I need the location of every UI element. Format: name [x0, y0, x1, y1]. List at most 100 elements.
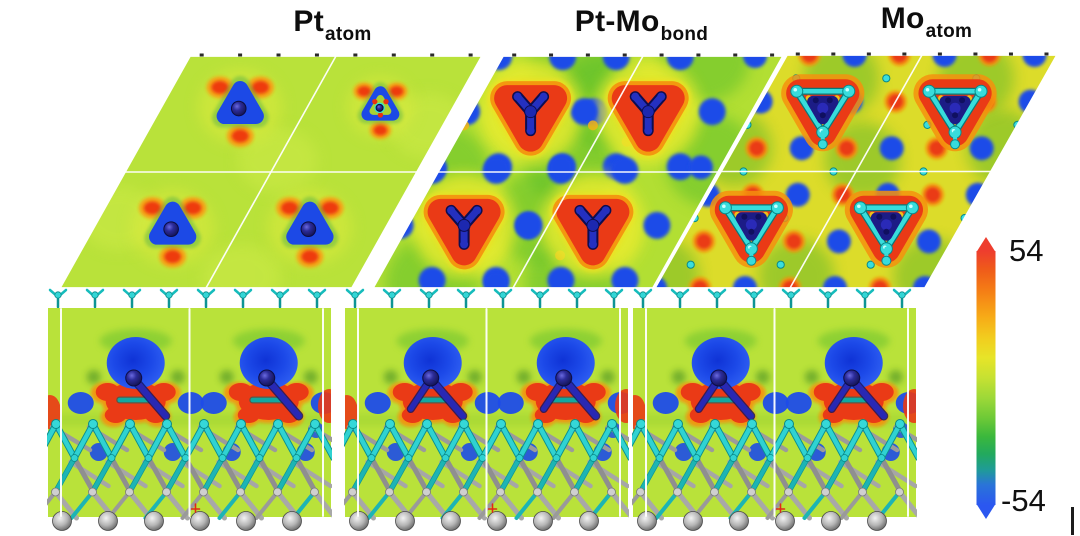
- surface-adatom-glyph: [781, 288, 801, 309]
- surface-adatom-glyph: [382, 288, 402, 309]
- trimer-atom-ball: [513, 92, 522, 101]
- orange-dot: [526, 7, 536, 17]
- edge-red-patch: [903, 389, 916, 423]
- surface-adatom-glyph: [744, 288, 764, 309]
- green-spot: [86, 370, 101, 384]
- gray-bond: [312, 489, 332, 518]
- surface-adatom-glyph: [456, 288, 476, 309]
- bottom-sphere-gray: [441, 511, 461, 531]
- adatom-bond: [427, 375, 466, 420]
- surface-adatom-glyph: [670, 288, 690, 309]
- edge-atom-tick: [238, 53, 243, 57]
- inner-dot-red: [383, 98, 389, 105]
- cyan-bond: [572, 421, 596, 461]
- bottom-sphere-gray: [683, 511, 703, 531]
- depletion-blob-blue: [643, 211, 671, 239]
- adatom-ball: [425, 291, 433, 299]
- lattice-ball-cyan: [729, 454, 738, 462]
- bottom-sphere-gray: [98, 511, 118, 531]
- navy-dot: [945, 97, 952, 104]
- pt-mo-trimer-feature: [549, 191, 637, 273]
- accumulation-blob-red: [888, 55, 911, 66]
- gray-bond: [554, 455, 578, 495]
- cyan-bond: [424, 421, 448, 461]
- surface-ball-cyan: [125, 419, 135, 429]
- surface-ball-cyan: [88, 419, 98, 429]
- lattice-ball-gray: [273, 487, 282, 497]
- blob: [581, 383, 606, 401]
- axis-origin-mark: [775, 503, 786, 513]
- edge-atom-tick: [973, 52, 978, 56]
- cyan-bond: [786, 421, 810, 461]
- edge-atom-tick: [1044, 52, 1049, 56]
- surface-ball-cyan: [273, 419, 283, 429]
- edge-atom-tick: [902, 52, 907, 56]
- adatom-ball-navy: [125, 369, 143, 387]
- surface-atom-dot: [1009, 167, 1018, 176]
- trimer-atom-ball: [575, 206, 584, 215]
- adatom-bond: [560, 375, 599, 420]
- substrate-lattice: [632, 419, 917, 531]
- accumulation-blob-red: [689, 277, 711, 288]
- pale-patch: [201, 244, 282, 288]
- edge-atom-tick: [937, 52, 942, 56]
- edge-red-patch: [318, 389, 331, 423]
- mo-bond: [926, 89, 958, 135]
- pt-mo-trimer-feature: [487, 78, 575, 159]
- edge-atom-tick: [795, 52, 800, 56]
- blob: [534, 407, 557, 423]
- green-spot: [219, 370, 234, 384]
- lattice-ball-cyan: [255, 454, 264, 462]
- lattice-ball-gray: [422, 487, 431, 497]
- substrate-lattice: [344, 419, 629, 531]
- blob: [822, 407, 845, 423]
- pt-adatom-feature: [346, 76, 414, 140]
- blob: [392, 383, 417, 401]
- cyan-bond: [609, 421, 629, 460]
- surface-adatom-glyph: [419, 288, 439, 309]
- cyan-bond: [164, 456, 188, 494]
- bottom-sphere-gray: [282, 511, 302, 531]
- blob: [680, 383, 705, 401]
- accumulation-blob-red: [782, 230, 805, 253]
- charge-lobe-red: [357, 86, 371, 97]
- cyan-bond: [127, 421, 151, 461]
- depletion-blob-blue: [689, 155, 713, 180]
- gray-bond: [146, 455, 170, 495]
- cyan-bond: [164, 421, 188, 461]
- cyan-bond: [823, 456, 847, 494]
- gray-bond: [254, 490, 280, 520]
- blob: [736, 383, 761, 401]
- depletion-blob-side: [364, 392, 391, 414]
- blob: [284, 383, 309, 401]
- edge-atom-tick: [430, 53, 435, 57]
- side-view-panel-mo-atom: [632, 288, 917, 531]
- depletion-blob-main: [106, 337, 165, 389]
- mo-vertex-ball: [974, 84, 988, 98]
- adatom-ball: [239, 291, 247, 299]
- edge-atom-tick: [622, 53, 627, 57]
- surface-ball-cyan: [747, 419, 757, 429]
- lattice-ball-gray: [125, 487, 134, 497]
- cyan-bond: [275, 421, 299, 461]
- mo-bond: [794, 89, 826, 135]
- gray-bond: [47, 490, 58, 506]
- surface-adatom-glyph: [633, 288, 653, 309]
- top-view-map-pt-atom: [60, 56, 482, 288]
- colorbar-top-arrow: [976, 237, 996, 252]
- gray-bond: [344, 490, 355, 506]
- cyan-bond: [47, 421, 59, 446]
- lattice-ball-cyan: [404, 454, 413, 462]
- bottom-sphere-gray: [533, 511, 553, 531]
- depletion-blob-blue: [515, 211, 543, 239]
- adatom-ball-navy: [843, 369, 861, 387]
- edge-tick-mark: [1071, 507, 1074, 535]
- lattice-ball-gray: [895, 487, 904, 497]
- cyan-bond: [257, 421, 281, 461]
- navy-dot: [755, 213, 762, 220]
- trimer-atom-ball: [631, 92, 640, 101]
- cyan-bond: [344, 421, 356, 446]
- bottom-sphere-gray: [821, 511, 841, 531]
- ball-highlight: [774, 204, 778, 209]
- mo-trimer-feature: [781, 74, 865, 152]
